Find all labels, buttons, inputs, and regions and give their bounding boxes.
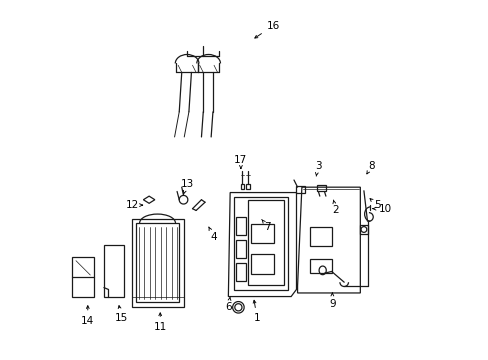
Text: 17: 17 [234,155,247,168]
Text: 12: 12 [126,200,142,210]
Bar [235,263,245,281]
Text: 9: 9 [328,293,335,309]
Bar [295,186,304,193]
Bar [317,185,325,192]
Bar [309,226,331,246]
Text: 4: 4 [208,227,217,242]
Text: 15: 15 [115,306,128,323]
Text: 6: 6 [224,297,231,312]
Bar [247,201,284,285]
Text: 16: 16 [254,21,279,38]
Bar [235,240,245,258]
Bar [136,223,179,302]
Bar [250,224,274,243]
Bar [240,184,244,189]
Bar [233,197,287,290]
Bar [250,254,274,274]
Text: 1: 1 [253,300,260,323]
Text: 11: 11 [153,313,166,332]
Text: 5: 5 [369,199,380,210]
Bar [235,217,245,234]
Text: 13: 13 [180,179,193,194]
Bar [104,244,123,297]
Text: 2: 2 [332,200,339,216]
Bar [72,257,94,297]
Text: 3: 3 [314,161,321,176]
Text: 8: 8 [366,161,374,174]
Bar [245,184,249,189]
Text: 10: 10 [372,204,391,214]
Text: 14: 14 [81,306,94,325]
Text: 7: 7 [261,220,270,231]
Bar [360,225,367,234]
Bar [309,259,331,273]
